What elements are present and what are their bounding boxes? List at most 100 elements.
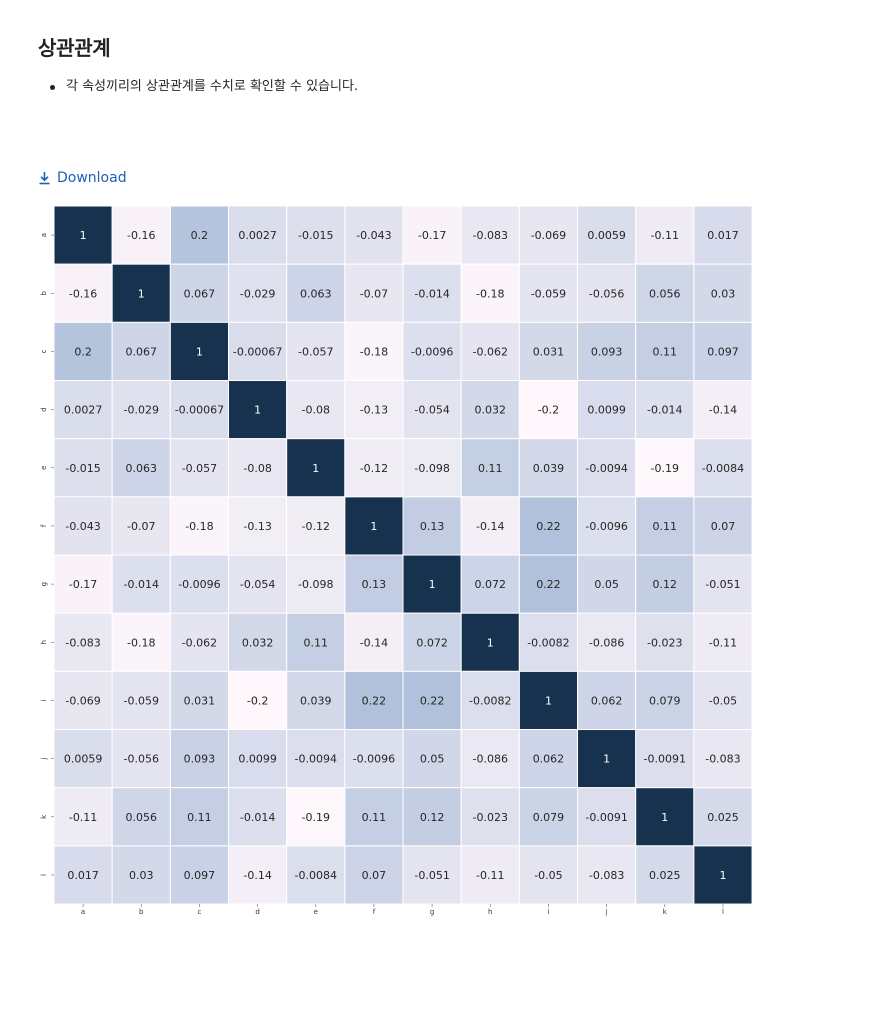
cell-value-label: -0.0096	[353, 753, 395, 766]
cell-value-label: -0.062	[182, 636, 217, 649]
cell-value-label: -0.14	[360, 636, 388, 649]
cell-value-label: -0.0091	[644, 753, 686, 766]
x-tick-label: g	[430, 908, 434, 916]
cell-value-label: -0.11	[651, 229, 679, 242]
y-tick-label: i	[40, 699, 48, 701]
cell-value-label: -0.098	[414, 462, 449, 475]
x-tick-label: k	[663, 908, 668, 916]
x-tick-label: j	[605, 908, 608, 916]
heatmap-cell	[53, 554, 113, 614]
cell-value-label: 0.017	[707, 229, 739, 242]
cell-value-label: -0.05	[709, 694, 737, 707]
heatmap-cell	[344, 496, 404, 556]
cell-value-label: -0.14	[709, 404, 737, 417]
cell-value-label: 0.031	[533, 345, 565, 358]
cell-value-label: -0.0084	[295, 869, 337, 882]
cell-value-label: -0.056	[124, 753, 159, 766]
cell-value-label: -0.054	[414, 404, 449, 417]
cell-value-label: 0.11	[478, 462, 503, 475]
cell-value-label: 1	[661, 811, 668, 824]
heatmap-cell	[693, 438, 753, 498]
heatmap-cell	[635, 670, 695, 731]
x-tick-label: b	[139, 908, 144, 916]
heatmap-cell	[402, 845, 462, 905]
cell-value-label: 1	[719, 869, 726, 882]
cell-value-label: 0.22	[536, 578, 561, 591]
heatmap-cell	[111, 787, 171, 847]
cell-value-label: 0.22	[420, 694, 445, 707]
heatmap-cell	[693, 205, 753, 265]
heatmap-cell	[111, 729, 171, 789]
cell-value-label: 1	[370, 520, 377, 533]
cell-value-label: -0.057	[298, 345, 333, 358]
cell-value-label: -0.11	[476, 869, 504, 882]
heatmap-cell	[635, 729, 695, 789]
cell-value-label: -0.19	[651, 462, 679, 475]
cell-value-label: -0.062	[473, 345, 508, 358]
download-button[interactable]: Download	[38, 170, 127, 186]
cell-value-label: 0.05	[594, 578, 619, 591]
cell-value-label: -0.069	[65, 694, 100, 707]
heatmap-cell	[228, 496, 288, 556]
cell-value-label: 0.05	[420, 753, 445, 766]
cell-value-label: 0.0059	[64, 753, 103, 766]
x-tick-label: l	[722, 908, 724, 916]
heatmap-cell	[228, 729, 288, 789]
heatmap-cell	[169, 612, 230, 672]
cell-value-label: 0.11	[653, 345, 678, 358]
cell-value-label: -0.11	[709, 636, 737, 649]
heatmap-cell	[460, 438, 520, 498]
x-tick-label: d	[255, 908, 259, 916]
heatmap-cell	[344, 321, 404, 382]
cell-value-label: -0.057	[182, 462, 217, 475]
cell-value-label: -0.083	[705, 753, 740, 766]
heatmap-cell	[169, 845, 230, 905]
heatmap-cell	[169, 554, 230, 614]
cell-value-label: 0.11	[362, 811, 387, 824]
y-tick-label: f	[40, 524, 48, 527]
cell-value-label: 0.039	[533, 462, 565, 475]
cell-value-label: -0.13	[243, 520, 271, 533]
cell-value-label: -0.11	[69, 811, 97, 824]
cell-value-label: 0.12	[420, 811, 445, 824]
cell-value-label: -0.2	[538, 404, 559, 417]
cell-value-label: -0.043	[356, 229, 391, 242]
cell-value-label: 0.0027	[64, 404, 103, 417]
heatmap-cell	[693, 612, 753, 672]
cell-value-label: 1	[138, 287, 145, 300]
cell-value-label: 0.017	[67, 869, 99, 882]
heatmap-cell	[169, 438, 230, 498]
heatmap-cell	[228, 205, 288, 265]
cell-value-label: 0.03	[711, 287, 736, 300]
heatmap-cell	[577, 787, 637, 847]
cell-value-label: 0.07	[362, 869, 387, 882]
cell-value-label: 1	[254, 404, 261, 417]
heatmap-cell	[169, 670, 230, 731]
heatmap-cell	[635, 845, 695, 905]
x-tick-label: e	[314, 908, 318, 916]
cell-value-label: -0.043	[65, 520, 100, 533]
heatmap-cell	[693, 321, 753, 382]
cell-value-label: -0.17	[69, 578, 97, 591]
cell-value-label: 0.056	[126, 811, 158, 824]
heatmap-cell	[402, 321, 462, 382]
heatmap-cell	[518, 729, 579, 789]
heatmap-cell	[693, 380, 753, 440]
heatmap-cell	[344, 787, 404, 847]
heatmap-cell	[635, 554, 695, 614]
cell-value-label: -0.05	[534, 869, 562, 882]
cell-value-label: -0.098	[298, 578, 333, 591]
heatmap-cell	[286, 263, 346, 323]
cell-value-label: -0.0094	[295, 753, 337, 766]
cell-value-label: -0.014	[240, 811, 275, 824]
heatmap-cell	[402, 729, 462, 789]
cell-value-label: 0.097	[707, 345, 739, 358]
cell-value-label: 0.063	[126, 462, 158, 475]
cell-value-label: -0.0096	[411, 345, 453, 358]
cell-value-label: -0.083	[473, 229, 508, 242]
heatmap-cell	[635, 263, 695, 323]
cell-value-label: -0.07	[360, 287, 388, 300]
cell-value-label: -0.07	[127, 520, 155, 533]
heatmap-cell	[518, 670, 579, 731]
